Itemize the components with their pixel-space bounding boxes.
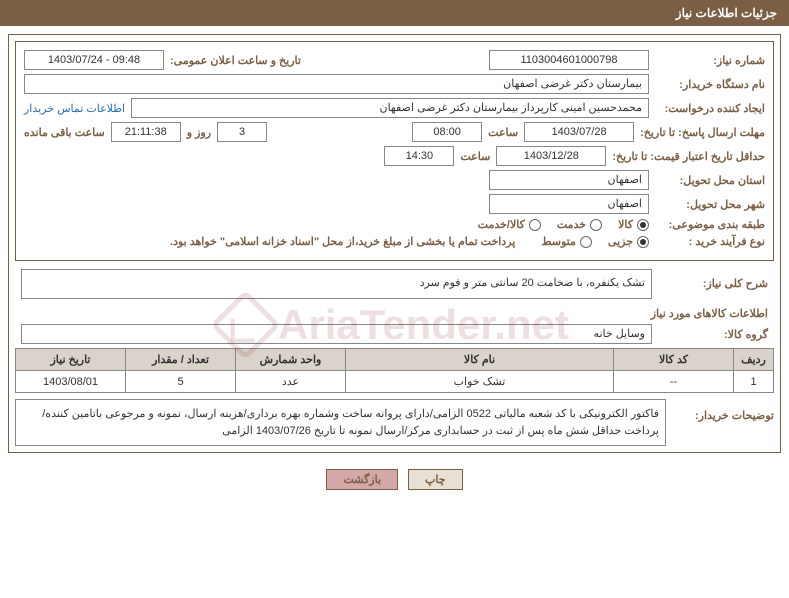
buyer-notes-box: فاکتور الکترونیکی با کد شعبه مالیاتی 052… bbox=[15, 399, 666, 446]
time-remaining-field: 21:11:38 bbox=[111, 122, 181, 142]
days-remaining-field: 3 bbox=[217, 122, 267, 142]
validity-time-field: 14:30 bbox=[384, 146, 454, 166]
radio-both-label: کالا/خدمت bbox=[478, 218, 525, 231]
radio-partial-label: جزیی bbox=[608, 235, 633, 248]
radio-service[interactable] bbox=[590, 219, 602, 231]
th-qty: تعداد / مقدار bbox=[126, 349, 236, 371]
requester-label: ایجاد کننده درخواست: bbox=[655, 102, 765, 115]
panel-header: جزئیات اطلاعات نیاز bbox=[0, 0, 789, 26]
goods-info-title: اطلاعات کالاهای مورد نیاز bbox=[21, 307, 768, 320]
category-radio-group: کالا خدمت کالا/خدمت bbox=[478, 218, 649, 231]
payment-note: پرداخت تمام یا بخشی از مبلغ خرید،از محل … bbox=[170, 235, 515, 248]
td-qty: 5 bbox=[126, 371, 236, 393]
announce-field: 1403/07/24 - 09:48 bbox=[24, 50, 164, 70]
outer-container: شماره نیاز: 1103004601000798 تاریخ و ساع… bbox=[8, 34, 781, 453]
time-label-1: ساعت bbox=[488, 126, 518, 139]
goods-group-label: گروه کالا: bbox=[658, 328, 768, 341]
back-button[interactable]: بازگشت bbox=[326, 469, 398, 490]
general-desc-box: تشک یکنفره، با ضخامت 20 سانتی متر و فوم … bbox=[21, 269, 652, 299]
deadline-date-field: 1403/07/28 bbox=[524, 122, 634, 142]
general-desc-label: شرح کلی نیاز: bbox=[658, 269, 768, 290]
buyer-org-label: نام دستگاه خریدار: bbox=[655, 78, 765, 91]
radio-goods[interactable] bbox=[637, 219, 649, 231]
radio-goods-label: کالا bbox=[618, 218, 633, 231]
th-row: ردیف bbox=[734, 349, 774, 371]
time-label-2: ساعت bbox=[460, 150, 490, 163]
td-unit: عدد bbox=[236, 371, 346, 393]
buyer-org-field: بیمارستان دکتر غرضی اصفهان bbox=[24, 74, 649, 94]
td-date: 1403/08/01 bbox=[16, 371, 126, 393]
need-number-label: شماره نیاز: bbox=[655, 54, 765, 67]
td-name: تشک خواب bbox=[346, 371, 614, 393]
radio-service-label: خدمت bbox=[557, 218, 586, 231]
city-field: اصفهان bbox=[489, 194, 649, 214]
process-label: نوع فرآیند خرید : bbox=[655, 235, 765, 248]
province-field: اصفهان bbox=[489, 170, 649, 190]
announce-label: تاریخ و ساعت اعلان عمومی: bbox=[170, 54, 301, 67]
th-name: نام کالا bbox=[346, 349, 614, 371]
radio-medium-label: متوسط bbox=[541, 235, 576, 248]
goods-group-field: وسایل خانه bbox=[21, 324, 652, 344]
time-remaining-label: ساعت باقی مانده bbox=[24, 126, 105, 139]
th-unit: واحد شمارش bbox=[236, 349, 346, 371]
td-row: 1 bbox=[734, 371, 774, 393]
category-label: طبقه بندی موضوعی: bbox=[655, 218, 765, 231]
print-button[interactable]: چاپ bbox=[408, 469, 463, 490]
td-code: -- bbox=[614, 371, 734, 393]
radio-medium[interactable] bbox=[580, 236, 592, 248]
days-remaining-label: روز و bbox=[187, 126, 211, 139]
table-row: 1 -- تشک خواب عدد 5 1403/08/01 bbox=[16, 371, 774, 393]
validity-label: حداقل تاریخ اعتبار قیمت: تا تاریخ: bbox=[612, 150, 765, 163]
validity-date-field: 1403/12/28 bbox=[496, 146, 606, 166]
main-info-section: شماره نیاز: 1103004601000798 تاریخ و ساع… bbox=[15, 41, 774, 261]
buyer-notes-label: توضیحات خریدار: bbox=[674, 399, 774, 422]
requester-field: محمدحسین امینی کارپرداز بیمارستان دکتر غ… bbox=[131, 98, 649, 118]
contact-link[interactable]: اطلاعات تماس خریدار bbox=[24, 102, 125, 115]
goods-table: ردیف کد کالا نام کالا واحد شمارش تعداد /… bbox=[15, 348, 774, 393]
deadline-time-field: 08:00 bbox=[412, 122, 482, 142]
process-radio-group: جزیی متوسط bbox=[541, 235, 649, 248]
deadline-label: مهلت ارسال پاسخ: تا تاریخ: bbox=[640, 126, 765, 139]
city-label: شهر محل تحویل: bbox=[655, 198, 765, 211]
radio-partial[interactable] bbox=[637, 236, 649, 248]
th-date: تاریخ نیاز bbox=[16, 349, 126, 371]
need-number-field: 1103004601000798 bbox=[489, 50, 649, 70]
radio-both[interactable] bbox=[529, 219, 541, 231]
th-code: کد کالا bbox=[614, 349, 734, 371]
button-bar: چاپ بازگشت bbox=[0, 461, 789, 502]
province-label: استان محل تحویل: bbox=[655, 174, 765, 187]
